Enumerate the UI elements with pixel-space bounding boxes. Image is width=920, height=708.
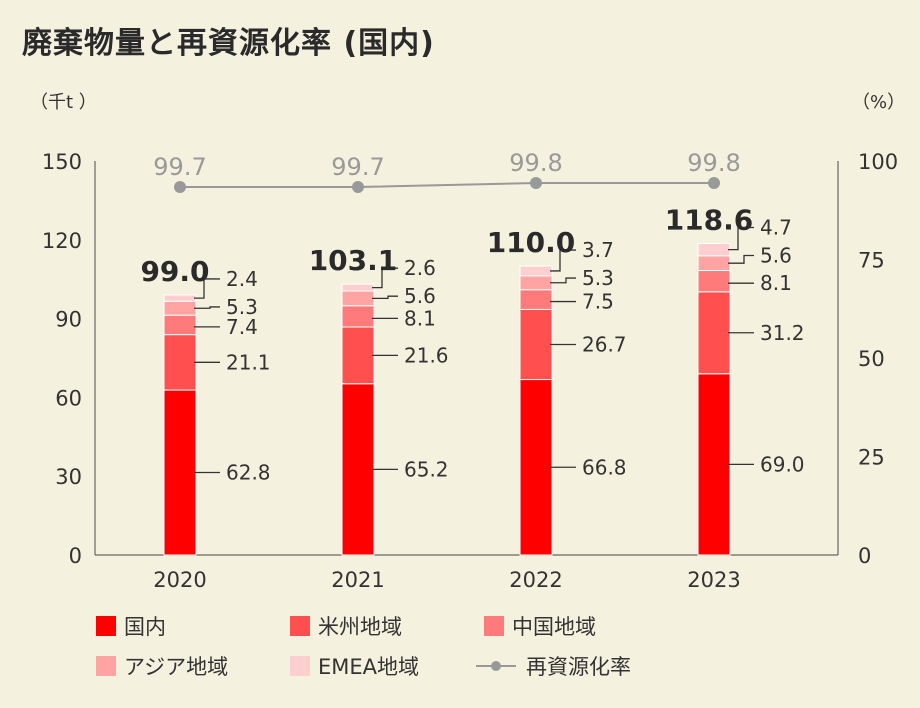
bar-2023-series-2 [697, 270, 731, 293]
bar-2020-series-2 [163, 314, 197, 336]
legend-swatch-4 [290, 656, 310, 676]
legend-label-0: 国内 [124, 615, 166, 639]
data-label-2023-series-4: 4.7 [760, 215, 792, 239]
bar-2022-series-0 [519, 379, 553, 556]
legend-item-2: 中国地域 [484, 611, 596, 641]
line-point-2020 [174, 181, 186, 193]
left-tick-label-4: 120 [42, 229, 82, 253]
bar-2022-series-2 [519, 289, 553, 310]
legend-line-symbol [476, 661, 516, 671]
bar-2023-series-3 [697, 255, 731, 272]
bar-2021-series-4 [341, 283, 375, 292]
line-label-2020: 99.7 [153, 153, 206, 181]
bar-2020-series-1 [163, 334, 197, 391]
right-tick-label-4: 100 [858, 150, 898, 174]
data-label-2022-series-4: 3.7 [582, 238, 614, 262]
line-label-2023: 99.8 [687, 149, 740, 177]
bar-2021-series-3 [341, 290, 375, 307]
legend-label-4: EMEA地域 [318, 655, 420, 679]
legend-label-3: アジア地域 [124, 655, 229, 679]
line-label-2021: 99.7 [331, 153, 384, 181]
data-label-2020-series-3: 5.3 [226, 295, 258, 319]
total-label-2023: 118.6 [665, 203, 754, 236]
data-label-2023-series-1: 31.2 [760, 321, 805, 345]
left-tick-label-1: 30 [55, 465, 82, 489]
line-label-2022: 99.8 [509, 149, 562, 177]
leader-2020-series-4 [194, 278, 220, 299]
chart-title: 廃棄物量と再資源化率 (国内) [22, 26, 435, 61]
bar-2020-series-0 [163, 389, 197, 556]
data-label-2022-series-1: 26.7 [582, 332, 627, 356]
data-label-2022-series-3: 5.3 [582, 266, 614, 290]
x-tick-label-3: 2023 [687, 568, 740, 592]
bar-2023-series-1 [697, 291, 731, 375]
bar-2023-series-4 [697, 242, 731, 257]
data-label-2021-series-0: 65.2 [404, 457, 449, 481]
legend-item-0: 国内 [96, 611, 166, 641]
legend-item-4: EMEA地域 [290, 651, 419, 681]
data-label-2020-series-4: 2.4 [226, 267, 258, 291]
bar-2022-series-4 [519, 265, 553, 277]
leader-2023-series-4 [728, 226, 754, 251]
bar-2022-series-1 [519, 308, 553, 381]
bar-2020-series-3 [163, 300, 197, 316]
legend-swatch-3 [96, 656, 116, 676]
legend-label-2: 中国地域 [512, 615, 596, 639]
x-tick-label-0: 2020 [153, 568, 206, 592]
legend-swatch-1 [290, 616, 310, 636]
bar-2021-series-2 [341, 305, 375, 328]
legend-swatch-0 [96, 616, 116, 636]
total-label-2020: 99.0 [140, 255, 209, 288]
x-tick-label-2: 2022 [509, 568, 562, 592]
leader-2021-series-4 [372, 267, 398, 289]
right-tick-label-1: 25 [858, 446, 885, 470]
data-label-2021-series-2: 8.1 [404, 306, 436, 330]
data-label-2021-series-3: 5.6 [404, 284, 436, 308]
right-axis-unit: （%） [852, 92, 905, 113]
bar-2020-series-4 [163, 294, 197, 302]
leader-2020-series-3 [194, 306, 220, 309]
left-tick-label-2: 60 [55, 386, 82, 410]
bar-2023-series-0 [697, 373, 731, 556]
data-label-2023-series-3: 5.6 [760, 243, 792, 267]
leader-2021-series-3 [372, 295, 398, 300]
data-label-2021-series-1: 21.6 [404, 343, 449, 367]
line-point-2023 [708, 177, 720, 189]
right-tick-label-0: 0 [858, 544, 871, 568]
legend-item-1: 米州地域 [290, 611, 402, 641]
total-label-2021: 103.1 [309, 244, 398, 277]
x-tick-label-1: 2021 [331, 568, 384, 592]
line-series-recycling-rate [180, 182, 714, 188]
data-label-2021-series-4: 2.6 [404, 256, 436, 280]
left-tick-label-0: 0 [69, 544, 82, 568]
right-tick-label-3: 75 [858, 249, 885, 273]
legend-swatch-2 [484, 616, 504, 636]
right-tick-label-2: 50 [858, 347, 885, 371]
line-point-2022 [530, 177, 542, 189]
line-point-2021 [352, 181, 364, 193]
leader-2023-series-3 [728, 254, 754, 264]
bar-2022-series-3 [519, 275, 553, 291]
data-label-2023-series-0: 69.0 [760, 452, 805, 476]
data-label-2020-series-0: 62.8 [226, 461, 271, 485]
leader-2022-series-3 [550, 277, 576, 284]
legend-item-3: アジア地域 [96, 651, 228, 681]
leader-2022-series-4 [550, 249, 576, 272]
left-axis-unit: （千t ） [30, 92, 97, 113]
legend-item-line: 再資源化率 [474, 651, 631, 681]
data-label-2023-series-2: 8.1 [760, 271, 792, 295]
legend-label-1: 米州地域 [318, 615, 402, 639]
data-label-2020-series-2: 7.4 [226, 315, 258, 339]
left-tick-label-3: 90 [55, 308, 82, 332]
total-label-2022: 110.0 [487, 226, 576, 259]
data-label-2022-series-2: 7.5 [582, 290, 614, 314]
data-label-2022-series-0: 66.8 [582, 455, 627, 479]
legend-label-line: 再資源化率 [526, 655, 631, 679]
bar-2021-series-1 [341, 326, 375, 385]
bar-2021-series-0 [341, 383, 375, 556]
left-tick-label-5: 150 [42, 150, 82, 174]
data-label-2020-series-1: 21.1 [226, 350, 271, 374]
